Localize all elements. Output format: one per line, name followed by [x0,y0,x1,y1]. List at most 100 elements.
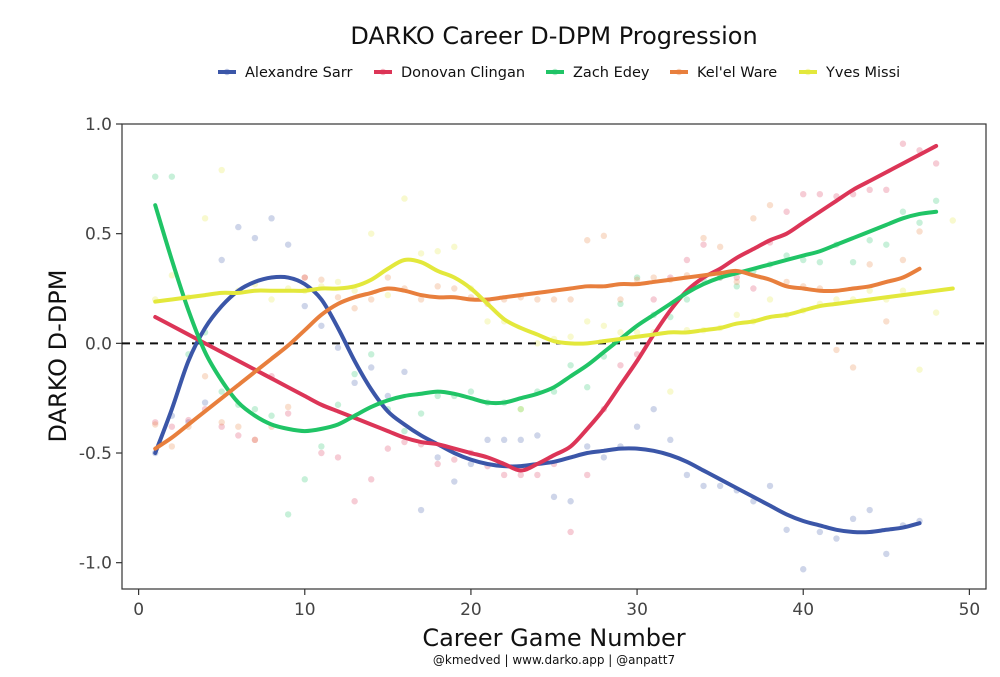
data-point [500,436,508,444]
data-point [434,460,441,468]
legend-label: Zach Edey [573,65,650,81]
data-point [716,482,724,490]
data-point [417,506,425,514]
data-point [683,471,691,479]
data-point [733,283,740,290]
x-tick-label: 30 [626,600,648,620]
series-line-yves-missi [153,257,955,346]
y-tick-label: -1.0 [79,554,112,574]
data-point [667,388,674,395]
data-point [600,454,608,461]
data-point [700,482,707,490]
legend-item-kel-el-ware: Kel'el Ware [670,65,777,81]
data-point [633,276,641,283]
legend-item-yves-missi: Yves Missi [799,65,900,81]
data-point [550,493,558,501]
data-point [168,443,176,450]
data-point [401,427,408,435]
data-point [883,550,890,558]
data-point [899,208,907,215]
data-point [650,274,657,281]
data-point [584,237,591,244]
plot-area [121,123,987,590]
data-point [534,296,541,303]
data-point [318,276,325,283]
data-point [401,368,408,376]
data-point [251,436,259,444]
data-point [633,423,641,430]
data-point [766,201,774,209]
legend-label: Donovan Clingan [401,65,525,81]
data-point [434,248,441,255]
legend-item-alexandre-sarr: Alexandre Sarr [218,65,352,81]
data-point [284,511,292,518]
data-point [949,217,956,224]
x-tick-label: 0 [133,600,144,620]
plot-panel-border [121,123,987,590]
data-point [833,346,840,354]
data-point [783,252,790,259]
data-point [368,476,375,483]
data-point [733,311,740,319]
chart-title: DARKO Career D-DPM Progression [350,22,757,50]
data-point [883,318,890,325]
data-point [384,274,392,281]
data-point [617,329,624,336]
data-point [550,296,558,303]
data-point [284,403,292,411]
x-axis: 0 10 20 30 40 50 [133,589,980,620]
legend-key-point [223,68,231,76]
data-point [866,506,873,514]
data-point [567,333,574,340]
data-point [284,241,292,248]
data-point [750,285,757,292]
data-point [849,515,857,523]
data-point [168,423,176,430]
data-point [534,340,541,347]
x-tick-label: 50 [959,600,981,620]
data-point [401,195,408,202]
data-point [451,456,458,463]
data-point [351,498,358,505]
data-point [301,302,308,310]
legend-label: Kel'el Ware [697,65,777,81]
data-point [633,274,641,281]
data-point [584,471,591,479]
data-point [434,283,441,290]
data-point [899,287,907,294]
data-point [584,384,591,391]
y-tick-label: 1.0 [85,115,112,135]
scatter-points-layer [152,140,956,573]
data-point [849,258,857,266]
data-point [484,436,491,444]
data-point [500,471,508,479]
data-point [617,296,624,303]
data-point [318,449,325,457]
y-tick-label: -0.5 [79,444,112,464]
data-point [434,392,441,400]
data-point [866,237,873,244]
data-point [733,278,740,286]
data-point [650,296,657,303]
legend: Alexandre Sarr Donovan Clingan Zach Edey Ke… [218,65,900,81]
data-point [899,256,907,264]
data-point [201,373,209,380]
data-point [584,318,591,325]
data-point [351,305,358,312]
data-point [201,399,209,406]
data-point [235,432,242,439]
x-axis-title: Career Game Number [422,624,685,652]
legend-key-point [379,68,387,76]
data-point [334,278,342,286]
data-point [517,405,524,413]
data-point [816,528,824,536]
data-point [816,190,824,198]
data-point [417,296,425,303]
data-point [766,296,774,303]
data-point [334,454,342,461]
data-point [783,208,790,215]
data-point [351,379,358,387]
data-point [451,285,458,292]
data-point [800,190,807,198]
